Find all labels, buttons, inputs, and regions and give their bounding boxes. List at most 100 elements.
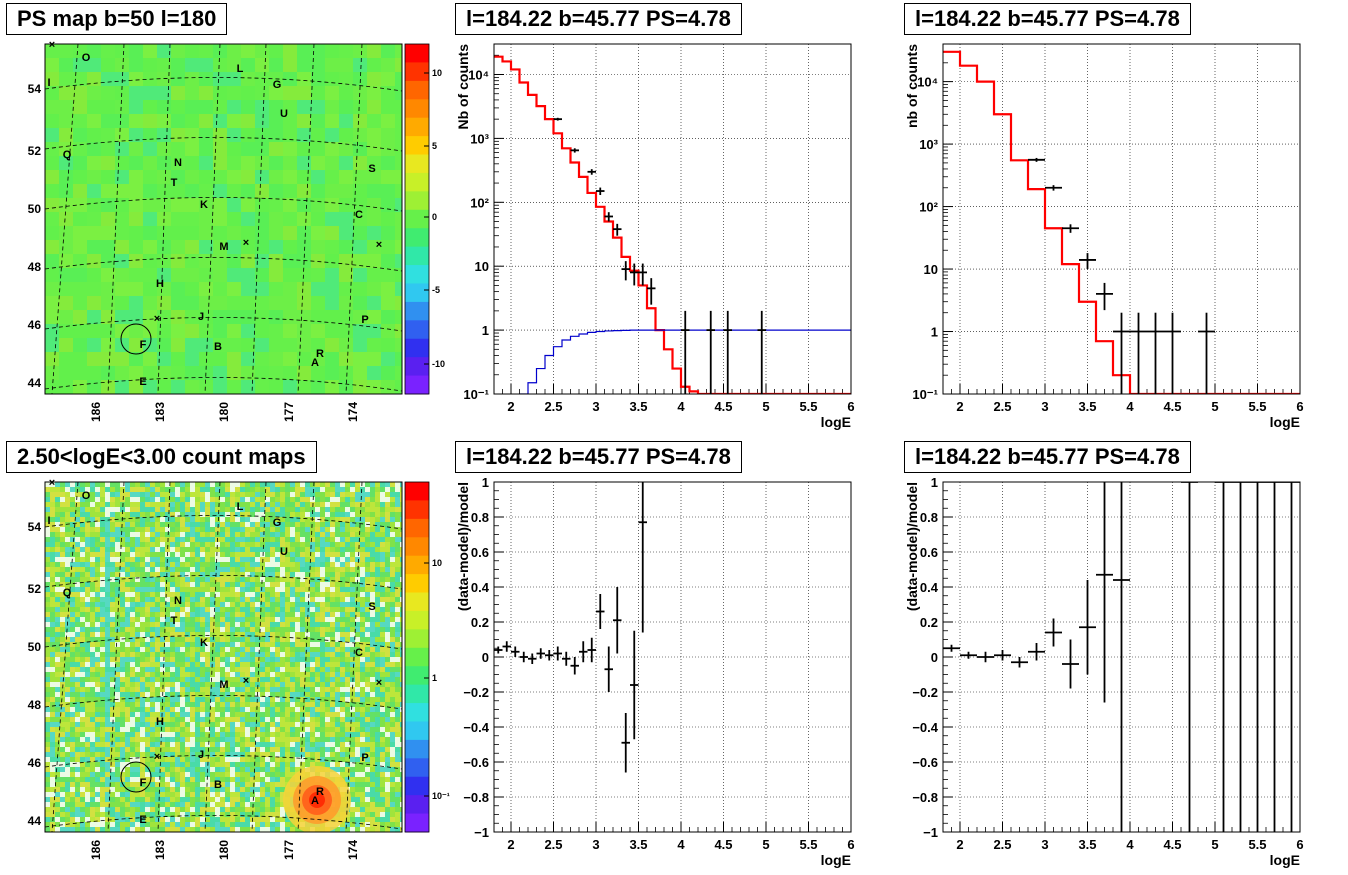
map-pixel [190, 507, 195, 512]
map-pixel [250, 492, 255, 497]
map-pixel [385, 667, 390, 672]
map-pixel [345, 537, 350, 542]
map-pixel [365, 692, 370, 697]
map-pixel [70, 667, 75, 672]
map-pixel [275, 772, 280, 777]
map-pixel [120, 742, 125, 747]
map-pixel [45, 86, 59, 100]
map-pixel [150, 482, 155, 487]
map-pixel [155, 607, 160, 612]
map-pixel [100, 517, 105, 522]
map-pixel [280, 672, 285, 677]
map-pixel [345, 482, 350, 487]
map-pixel [275, 527, 280, 532]
map-pixel [265, 522, 270, 527]
map-pixel [80, 637, 85, 642]
map-pixel [50, 497, 55, 502]
map-pixel [87, 184, 101, 198]
map-pixel [345, 532, 350, 537]
map-pixel [120, 632, 125, 637]
map-pixel [55, 657, 60, 662]
map-pixel [370, 577, 375, 582]
map-pixel [200, 522, 205, 527]
map-pixel [165, 482, 170, 487]
colorbar-cell [405, 136, 429, 156]
map-pixel [295, 627, 300, 632]
map-pixel [339, 366, 353, 380]
map-pixel [240, 692, 245, 697]
map-pixel [65, 497, 70, 502]
map-pixel [390, 622, 395, 627]
map-pixel [235, 577, 240, 582]
map-pixel [210, 572, 215, 577]
map-pixel [213, 44, 227, 58]
map-pixel [325, 184, 339, 198]
map-pixel [105, 717, 110, 722]
map-pixel [260, 542, 265, 547]
map-pixel [365, 487, 370, 492]
map-pixel [339, 268, 353, 282]
map-pixel [175, 517, 180, 522]
map-pixel [130, 752, 135, 757]
map-pixel [345, 657, 350, 662]
map-pixel [315, 722, 320, 727]
map-pixel [80, 522, 85, 527]
map-pixel [90, 767, 95, 772]
map-pixel [55, 722, 60, 727]
map-pixel [250, 742, 255, 747]
map-pixel [75, 547, 80, 552]
map-pixel [185, 572, 190, 577]
map-pixel [65, 637, 70, 642]
map-pixel [115, 268, 129, 282]
map-pixel [150, 762, 155, 767]
map-pixel [155, 717, 160, 722]
map-pixel [315, 547, 320, 552]
map-pixel [125, 502, 130, 507]
map-pixel [190, 567, 195, 572]
map-pixel [150, 647, 155, 652]
map-pixel [199, 352, 213, 366]
map-pixel [195, 607, 200, 612]
map-pixel [55, 777, 60, 782]
map-pixel [105, 572, 110, 577]
map-pixel [305, 602, 310, 607]
map-pixel [381, 44, 395, 58]
map-pixel [245, 752, 250, 757]
map-pixel [145, 487, 150, 492]
map-pixel [115, 772, 120, 777]
map-pixel [400, 677, 402, 682]
map-pixel [135, 707, 140, 712]
map-pixel [283, 296, 297, 310]
map-pixel [315, 567, 320, 572]
map-pixel [50, 612, 55, 617]
map-pixel [220, 632, 225, 637]
map-pixel [105, 682, 110, 687]
map-pixel [115, 100, 129, 114]
map-pixel [285, 562, 290, 567]
map-pixel [290, 717, 295, 722]
map-pixel [380, 552, 385, 557]
map-pixel [175, 687, 180, 692]
map-pixel [395, 72, 402, 86]
map-pixel [315, 527, 320, 532]
map-pixel [353, 170, 367, 184]
map-pixel [60, 547, 65, 552]
map-pixel [400, 697, 402, 702]
map-pixel [295, 567, 300, 572]
map-pixel [129, 128, 143, 142]
map-pixel [175, 697, 180, 702]
map-pixel [275, 522, 280, 527]
map-pixel [135, 672, 140, 677]
map-pixel [185, 240, 199, 254]
map-pixel [45, 757, 50, 762]
map-pixel [335, 587, 340, 592]
map-pixel [95, 662, 100, 667]
map-pixel [320, 577, 325, 582]
map-pixel [165, 717, 170, 722]
map-pixel [330, 547, 335, 552]
map-pixel [45, 198, 59, 212]
map-pixel [340, 497, 345, 502]
map-pixel [95, 542, 100, 547]
map-pixel [355, 627, 360, 632]
map-pixel [110, 492, 115, 497]
